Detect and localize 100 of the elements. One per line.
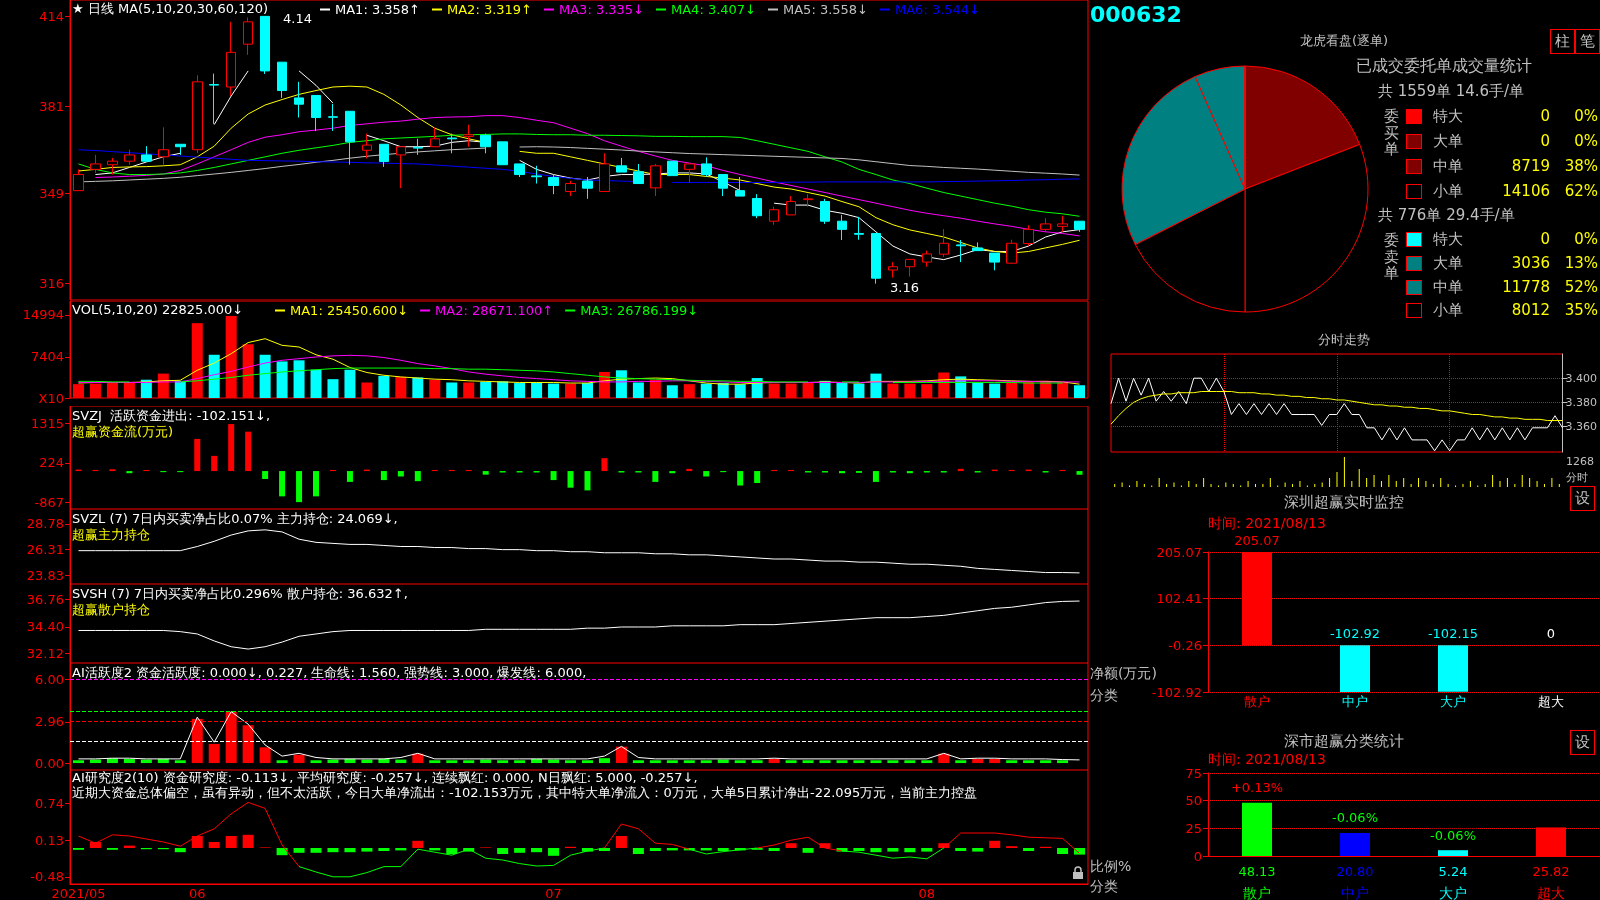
bar: [700, 760, 712, 764]
candlestick: [582, 176, 593, 200]
text: 共 1559单 14.6手/单: [1378, 82, 1525, 101]
text: 0%: [1574, 230, 1598, 249]
bar: [972, 758, 984, 764]
candlestick: [175, 143, 186, 156]
bar: [751, 760, 763, 764]
bar: [242, 834, 254, 848]
candlestick: [141, 145, 152, 162]
bar: [361, 848, 373, 852]
bar: [380, 471, 387, 481]
bar: [412, 840, 424, 848]
x-axis-title: 分类: [1090, 687, 1118, 704]
bar: [904, 848, 916, 853]
bar: [1076, 471, 1083, 475]
bar: [649, 848, 661, 851]
candlestick: [243, 16, 253, 56]
y-tick-label: 224: [39, 455, 64, 471]
chart-title: SVZL (7) 7日内买卖净占比0.07% 主力持仓: 24.069↓,: [72, 511, 398, 526]
data-label: 5.24: [1438, 863, 1468, 879]
text: 38%: [1564, 157, 1598, 176]
chart-title: SVZJ 活跃资金进出: -102.151↓,: [72, 408, 271, 423]
chart-title: ★ 日线 MA(5,10,20,30,60,120): [72, 1, 269, 16]
bar: [208, 743, 220, 764]
legend-label: 特大: [1433, 107, 1463, 126]
candlestick: [90, 154, 101, 174]
bar: [666, 760, 678, 764]
candlestick: [735, 176, 745, 197]
bar: [1242, 802, 1272, 856]
y-tick-label: 3.380: [1565, 395, 1598, 409]
bar: [768, 848, 780, 851]
y-tick-label: 349: [39, 186, 64, 202]
legend-label: MA4: 3.407↓: [671, 2, 757, 17]
bar: [1340, 832, 1370, 856]
bar: [819, 760, 831, 764]
y-tick-label: 316: [39, 276, 64, 292]
candlestick: [599, 152, 610, 192]
bar: [1006, 760, 1018, 764]
bar: [310, 848, 322, 853]
x-tick-label: 散户: [1243, 885, 1271, 900]
bar: [346, 471, 353, 482]
bar: [838, 471, 845, 474]
text: 000632: [1090, 2, 1182, 28]
chart-title: 深圳超赢实时监控: [1284, 492, 1404, 511]
bar: [344, 369, 356, 398]
x-tick-label: 中户: [1342, 694, 1368, 709]
bar: [72, 760, 84, 764]
y-tick-label: -867: [34, 494, 64, 510]
y-tick-label: 34.40: [26, 619, 64, 635]
bar: [853, 760, 865, 764]
text: 设: [1570, 730, 1595, 756]
bar: [262, 471, 269, 479]
candlestick: [854, 216, 864, 241]
bar: [446, 760, 458, 764]
bar: [497, 381, 509, 398]
annotation: 近期大资金总体偏空，虽有异动，但不太活跃，今日大单净流出：-102.153万元，其中特大单净流入：0万元，大单5日累计净出-22.095万元，当前主力控盘: [72, 785, 978, 801]
x-tick-label: 大户: [1439, 885, 1467, 900]
line-series: [94, 115, 1081, 237]
text: 0: [1540, 107, 1550, 125]
bar: [768, 758, 780, 764]
y-tick-label: 102.41: [1156, 591, 1202, 607]
bar: [259, 354, 271, 398]
candlestick: [701, 156, 712, 177]
annotation: +0.13%: [1230, 780, 1284, 796]
y-tick-label: -102.92: [1151, 684, 1202, 700]
x-tick-label: 超大: [1537, 885, 1565, 900]
y-tick-label: X10: [38, 390, 64, 406]
text: 柱: [1550, 29, 1575, 55]
bar: [497, 760, 509, 764]
candlestick: [1006, 239, 1017, 265]
y-tick-label: 3.360: [1565, 420, 1598, 434]
y-tick-label: 23.83: [26, 567, 64, 583]
bar: [429, 760, 441, 764]
bar: [310, 369, 322, 398]
data-label: 14106: [1502, 182, 1550, 201]
y-tick-label: 205.07: [1156, 544, 1202, 560]
annotation: 4.14: [283, 11, 312, 27]
bar: [279, 471, 286, 497]
candlestick: [548, 174, 559, 195]
candlestick: [803, 193, 813, 208]
bar: [514, 848, 526, 853]
bar: [989, 840, 1001, 848]
candlestick: [667, 160, 678, 177]
bar: [565, 760, 577, 764]
data-label: 8012: [1511, 301, 1550, 320]
candlestick: [650, 163, 661, 197]
legend-label: MA6: 3.544↓: [895, 2, 981, 17]
bar: [208, 842, 220, 848]
bar: [174, 848, 186, 853]
bar: [174, 760, 186, 764]
bar: [531, 382, 543, 398]
candlestick: [379, 143, 389, 168]
bar: [955, 760, 967, 764]
text: 超赢散户持仓: [72, 602, 150, 617]
bar: [666, 385, 678, 398]
bar: [191, 836, 203, 848]
x-tick-label: 07: [545, 886, 562, 900]
y-tick-label: 50: [1185, 793, 1202, 809]
text: 0: [1540, 132, 1550, 150]
y-tick-label: 28.78: [26, 516, 64, 532]
